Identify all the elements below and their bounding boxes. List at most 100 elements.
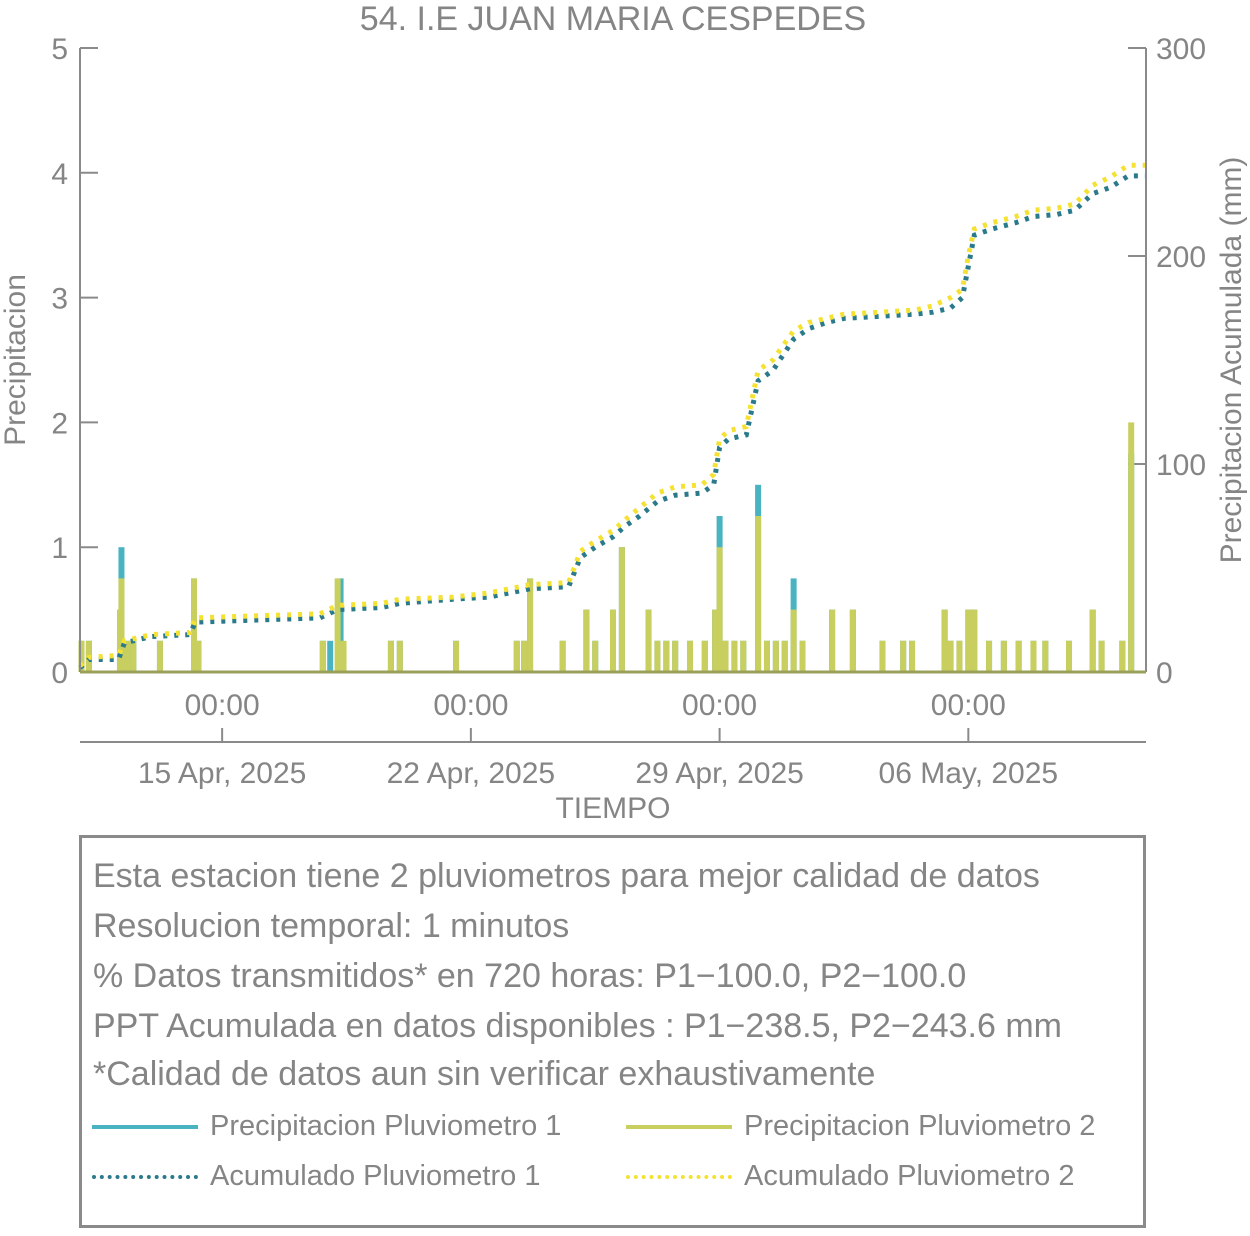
precip-p2-bar (156, 640, 163, 672)
legend-label: Precipitacion Pluviometro 1 (210, 1110, 562, 1142)
precip-p2-bar (763, 640, 770, 672)
precip-p2-bar (124, 640, 131, 672)
precip-p2-bar (1000, 640, 1007, 672)
precip-p2-bar (610, 609, 616, 672)
precip-p2-bar (731, 640, 738, 672)
precip-p2-bar (701, 640, 708, 672)
x-axis-label: TIEMPO (555, 792, 670, 825)
precip-p2-bar (799, 640, 806, 672)
precip-p2-bar (941, 609, 948, 672)
precip-p2-bar (740, 640, 747, 672)
precip-p2-bar (527, 578, 534, 672)
precip-p2-bar (965, 609, 972, 672)
precip-p2-bar (772, 640, 779, 672)
precip-p2-bar (879, 640, 886, 672)
precip-p2-bar (712, 609, 719, 672)
precip-p2-bar (195, 640, 202, 672)
info-line: Resolucion temporal: 1 minutos (93, 907, 570, 945)
x-tick-time-label: 00:00 (931, 689, 1006, 722)
info-line: *Calidad de datos aun sin verificar exha… (93, 1055, 876, 1093)
precip-p2-bar (559, 640, 566, 672)
y-right-tick-label: 100 (1156, 449, 1206, 482)
precip-p2-bar (956, 640, 963, 672)
y-axis-right-label: Precipitacion Acumulada (mm) (1215, 157, 1248, 564)
precip-p2-bar (654, 640, 661, 672)
precip-p2-bar (340, 640, 347, 672)
info-line: PPT Acumulada en datos disponibles : P1−… (93, 1007, 1062, 1045)
precip-p2-bar (663, 640, 670, 672)
precip-p2-bar (1119, 640, 1126, 672)
x-tick-time-label: 00:00 (185, 689, 260, 722)
cumulative-p1-line (78, 173, 1146, 670)
precip-p2-bars (78, 422, 1135, 672)
y-left-tick-label: 5 (51, 33, 68, 66)
x-tick-date-label: 06 May, 2025 (879, 757, 1059, 790)
precip-p2-bar (1042, 640, 1049, 672)
y-left-tick-label: 2 (51, 407, 68, 440)
y-left-tick-label: 0 (51, 657, 68, 690)
precip-p2-bar (716, 547, 723, 672)
precip-p2-bar (521, 640, 528, 672)
precip-p2-bar (319, 640, 326, 672)
precip-p2-bar (453, 640, 460, 672)
y-right-tick-label: 300 (1156, 33, 1206, 66)
y-left-tick-label: 4 (51, 158, 68, 191)
y-axis-right: 0 100 200 300 (1128, 33, 1206, 690)
cumulative-lines (78, 162, 1146, 670)
precip-p2-bar (672, 640, 679, 672)
precip-p2-bar (829, 609, 836, 672)
precip-p2-bar (1098, 640, 1105, 672)
precip-p2-bar (755, 516, 762, 672)
y-right-tick-label: 0 (1156, 657, 1173, 690)
legend-swatch-p2 (626, 1125, 732, 1129)
precip-p2-bar (722, 640, 729, 672)
precip-p2-bar (686, 640, 693, 672)
legend-label: Acumulado Pluviometro 1 (210, 1160, 541, 1192)
x-tick-date-label: 29 Apr, 2025 (635, 757, 804, 790)
y-axis-left-label: Precipitacion (0, 274, 32, 446)
precip-p2-bar (645, 609, 652, 672)
x-tick-time-label: 00:00 (682, 689, 757, 722)
precipitation-chart: 54. I.E JUAN MARIA CESPEDES 0 1 2 3 4 5 0 100 2… (0, 0, 1248, 825)
precip-p2-bar (387, 640, 394, 672)
y-axis-left: 0 1 2 3 4 5 (51, 33, 98, 690)
chart-title: 54. I.E JUAN MARIA CESPEDES (360, 0, 866, 38)
precip-p1-bar (327, 640, 334, 672)
x-axis: 00:00 15 Apr, 2025 00:00 22 Apr, 2025 00:00 2… (138, 689, 1058, 790)
legend-swatch-acum-p1 (92, 1175, 198, 1179)
precip-p2-bar (592, 640, 599, 672)
cumulative-p2-line (78, 162, 1146, 668)
precip-p2-bar (1128, 422, 1135, 672)
legend-swatch-acum-p2 (626, 1175, 732, 1179)
precip-p2-bar (909, 640, 916, 672)
precip-p2-bar (849, 609, 856, 672)
precip-p2-bar (130, 640, 137, 672)
precip-p2-bar (396, 640, 403, 672)
y-left-tick-label: 3 (51, 283, 68, 316)
legend-swatch-p1 (92, 1125, 198, 1129)
axes-frame (79, 48, 1147, 743)
precip-p2-bar (986, 640, 993, 672)
precip-p2-bar (583, 609, 590, 672)
precip-p2-bar (947, 640, 954, 672)
precip-p2-bar (334, 578, 341, 672)
precip-p2-bar (118, 578, 125, 672)
x-tick-date-label: 15 Apr, 2025 (138, 757, 307, 790)
precip-p2-bar (1089, 609, 1096, 672)
legend-label: Precipitacion Pluviometro 2 (744, 1110, 1096, 1142)
y-right-tick-label: 200 (1156, 241, 1206, 274)
legend-label: Acumulado Pluviometro 2 (744, 1160, 1075, 1192)
info-line: % Datos transmitidos* en 720 horas: P1−1… (93, 957, 967, 995)
x-tick-date-label: 22 Apr, 2025 (387, 757, 556, 790)
precip-p2-bar (1015, 640, 1022, 672)
precip-p2-bar (1066, 640, 1073, 672)
precip-p2-bar (78, 640, 85, 672)
precip-p2-bar (971, 609, 978, 672)
y-left-tick-label: 1 (51, 532, 68, 565)
precip-p2-bar (618, 547, 625, 672)
precip-p2-bar (513, 640, 520, 672)
x-tick-time-label: 00:00 (433, 689, 508, 722)
info-panel: Esta estacion tiene 2 pluviometros para … (79, 835, 1146, 1228)
precip-p2-bar (781, 640, 788, 672)
precip-p2-bar (1030, 640, 1037, 672)
